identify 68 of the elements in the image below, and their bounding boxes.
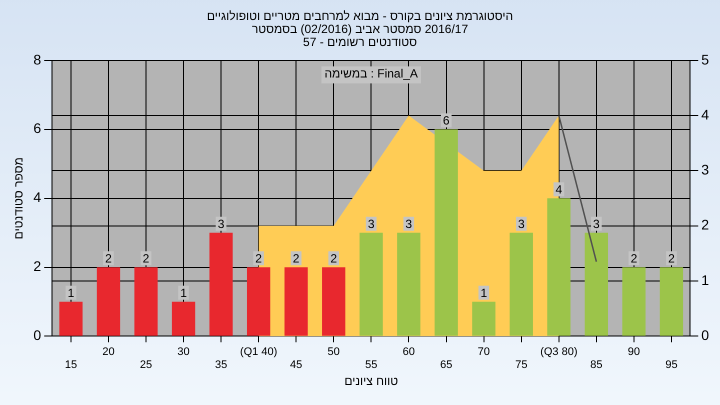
data-label: 4 bbox=[556, 182, 563, 197]
data-label: 2 bbox=[630, 252, 638, 266]
data-label: 1 bbox=[180, 286, 188, 300]
data-label: 2 bbox=[668, 252, 676, 266]
bar bbox=[397, 232, 420, 336]
data-label: 3 bbox=[218, 217, 225, 232]
y-tick-label: 4 bbox=[33, 189, 42, 206]
x-tick-label: (Q1 40) bbox=[240, 346, 278, 358]
data-label: 1 bbox=[68, 286, 75, 300]
bar bbox=[284, 267, 308, 336]
x-tick-label: 30 bbox=[177, 346, 190, 358]
x-tick-label: 35 bbox=[214, 359, 228, 372]
x-tick-label: 95 bbox=[665, 359, 678, 372]
bar bbox=[434, 129, 458, 336]
y2-tick-label: 2 bbox=[701, 216, 710, 233]
x-tick-label: 85 bbox=[590, 359, 603, 372]
x-tick-label: 20 bbox=[102, 346, 115, 358]
data-label: 2 bbox=[142, 252, 150, 266]
x-tick-label: 55 bbox=[365, 359, 378, 372]
y-tick-label: 6 bbox=[33, 120, 42, 136]
x-tick-label: 25 bbox=[140, 359, 152, 372]
bar bbox=[360, 232, 383, 336]
data-label: 3 bbox=[368, 217, 375, 232]
bar bbox=[59, 302, 83, 336]
x-tick-label: 75 bbox=[515, 359, 528, 372]
bar bbox=[172, 302, 196, 336]
x-axis-title: טווח ציונים bbox=[344, 374, 398, 388]
bar bbox=[584, 232, 608, 336]
y-tick-label: 2 bbox=[33, 258, 42, 274]
data-label: 2 bbox=[330, 252, 338, 266]
bar bbox=[246, 267, 270, 336]
data-label: 3 bbox=[593, 217, 600, 232]
y2-tick-label: 1 bbox=[701, 272, 710, 288]
data-label: 6 bbox=[442, 114, 450, 128]
text: סטודנטים רשומים - 57 bbox=[303, 35, 417, 49]
x-tick-label: (Q3 80) bbox=[540, 346, 578, 358]
data-label: 3 bbox=[518, 217, 525, 232]
bar bbox=[660, 267, 684, 336]
y2-tick-label: 3 bbox=[701, 162, 710, 178]
data-label: 2 bbox=[292, 252, 300, 266]
y2-tick-label: 0 bbox=[701, 327, 710, 344]
text: היסטוגרמת ציונים בקורס - מבוא למרחבים מטריים וטופולוגיים bbox=[206, 9, 514, 23]
x-tick-label: 50 bbox=[328, 346, 340, 358]
bar bbox=[547, 198, 570, 336]
data-label: 2 bbox=[255, 252, 262, 266]
x-tick-label: 90 bbox=[628, 346, 640, 358]
text: 2016/17 סמסטר אביב (02/2016) בסמסטר bbox=[252, 22, 468, 36]
data-label: 2 bbox=[105, 252, 112, 266]
y-axis-title: מספר סטודנטים bbox=[12, 157, 26, 240]
x-tick-label: 65 bbox=[440, 359, 452, 372]
bar bbox=[322, 267, 346, 336]
bar bbox=[96, 267, 120, 336]
bar bbox=[622, 267, 646, 336]
x-tick-label: 60 bbox=[402, 346, 415, 358]
y-tick-label: 8 bbox=[33, 51, 42, 68]
bar bbox=[472, 302, 496, 336]
y-tick-label: 0 bbox=[33, 327, 42, 344]
y2-tick-label: 4 bbox=[701, 106, 710, 122]
annotation: במשימה : Final_A bbox=[324, 66, 418, 81]
data-label: 3 bbox=[405, 217, 412, 232]
bar bbox=[209, 232, 233, 336]
bar bbox=[134, 267, 158, 336]
x-tick-label: 45 bbox=[290, 359, 302, 372]
x-tick-label: 15 bbox=[64, 359, 78, 372]
y2-tick-label: 5 bbox=[701, 51, 710, 68]
bar bbox=[510, 232, 533, 336]
data-label: 1 bbox=[480, 286, 488, 300]
x-tick-label: 70 bbox=[478, 346, 490, 358]
